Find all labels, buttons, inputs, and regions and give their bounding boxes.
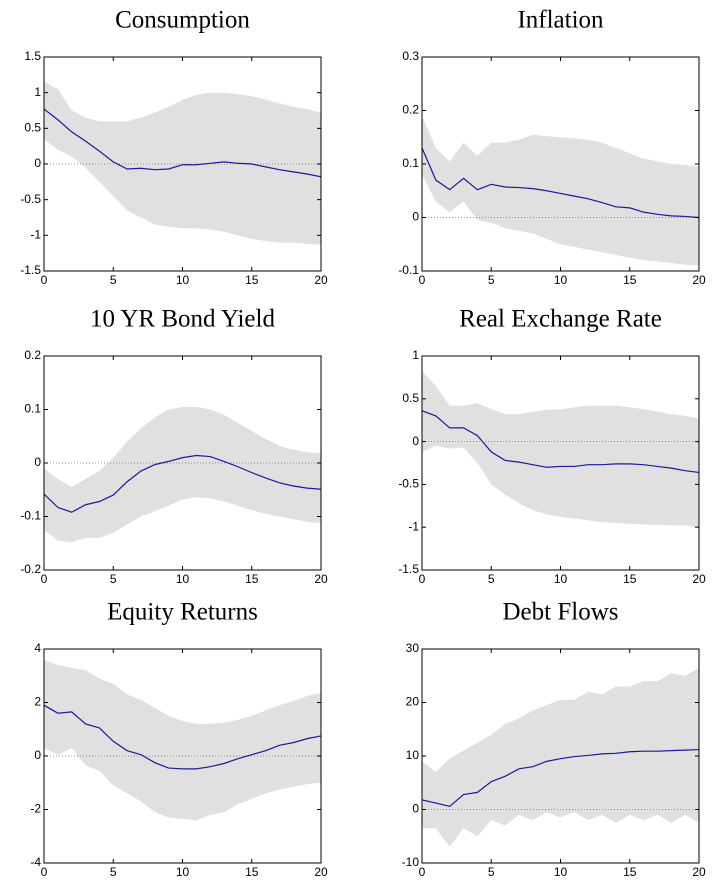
y-tick-label: 0 — [34, 748, 41, 762]
y-tick-label: -0.2 — [20, 562, 41, 576]
y-tick-label: 10 — [406, 748, 420, 762]
y-tick-label: -0.1 — [398, 263, 419, 277]
x-tick-label: 10 — [554, 572, 568, 586]
x-tick-label: 5 — [488, 865, 495, 879]
y-tick-label: -2 — [30, 802, 41, 816]
x-tick-label: 0 — [41, 273, 48, 287]
y-tick-label: 0.1 — [402, 156, 419, 170]
x-tick-label: 0 — [41, 572, 48, 586]
y-tick-label: -1 — [408, 519, 419, 533]
y-tick-label: 0.5 — [24, 121, 41, 135]
x-tick-label: 10 — [176, 865, 190, 879]
x-tick-label: 15 — [623, 865, 637, 879]
x-tick-label: 20 — [692, 273, 706, 287]
y-tick-label: -1 — [30, 228, 41, 242]
chart-title: 10 YR Bond Yield — [90, 306, 275, 333]
x-tick-label: 0 — [419, 273, 426, 287]
confidence-band — [422, 667, 699, 847]
chart-title: Inflation — [517, 7, 604, 34]
median-line — [421, 748, 700, 807]
y-tick-label: 20 — [406, 695, 420, 709]
y-tick-label: 0.1 — [24, 402, 41, 416]
y-tick-label: -1.5 — [20, 263, 41, 277]
chart-title: Consumption — [115, 7, 250, 34]
x-tick-label: 10 — [176, 572, 190, 586]
y-tick-label: 1 — [412, 348, 419, 362]
x-tick-label: 0 — [419, 865, 426, 879]
x-tick-label: 15 — [245, 572, 259, 586]
confidence-band — [44, 81, 321, 245]
x-tick-label: 5 — [488, 572, 495, 586]
x-tick-label: 5 — [110, 273, 117, 287]
x-tick-label: 15 — [623, 273, 637, 287]
x-tick-label: 5 — [488, 273, 495, 287]
x-tick-label: 20 — [314, 572, 328, 586]
y-tick-label: 2 — [34, 695, 41, 709]
y-tick-label: 0 — [412, 802, 419, 816]
x-tick-label: 10 — [554, 273, 568, 287]
x-tick-label: 5 — [110, 572, 117, 586]
confidence-band — [422, 371, 699, 528]
chart-title: Debt Flows — [503, 599, 619, 626]
y-tick-label: 0 — [34, 156, 41, 170]
median-line — [43, 704, 322, 770]
x-tick-label: 15 — [245, 273, 259, 287]
confidence-band — [44, 659, 321, 821]
y-tick-label: 4 — [34, 641, 41, 655]
y-tick-label: 0.2 — [24, 348, 41, 362]
y-tick-label: 0.3 — [402, 49, 419, 63]
y-tick-label: 1.5 — [24, 49, 41, 63]
x-tick-label: 0 — [419, 572, 426, 586]
y-tick-label: 30 — [406, 641, 420, 655]
y-tick-label: -0.5 — [398, 477, 419, 491]
confidence-band — [44, 406, 321, 543]
y-tick-label: -10 — [402, 855, 420, 869]
y-tick-label: -0.5 — [20, 192, 41, 206]
y-tick-label: 0.2 — [402, 103, 419, 117]
x-tick-label: 20 — [314, 865, 328, 879]
median-line — [43, 454, 322, 513]
y-tick-label: -0.1 — [20, 509, 41, 523]
chart-title: Real Exchange Rate — [459, 306, 662, 333]
confidence-band — [422, 115, 699, 266]
y-tick-label: 1 — [34, 85, 41, 99]
y-tick-label: 0 — [412, 434, 419, 448]
x-tick-label: 15 — [623, 572, 637, 586]
y-tick-label: -1.5 — [398, 562, 419, 576]
median-line — [43, 108, 322, 178]
y-tick-label: 0.5 — [402, 391, 419, 405]
x-tick-label: 20 — [692, 572, 706, 586]
median-line — [421, 410, 700, 474]
x-tick-label: 15 — [245, 865, 259, 879]
chart-title: Equity Returns — [107, 599, 258, 626]
x-tick-label: 0 — [41, 865, 48, 879]
x-tick-label: 5 — [110, 865, 117, 879]
x-tick-label: 10 — [176, 273, 190, 287]
x-tick-label: 20 — [692, 865, 706, 879]
y-tick-label: 0 — [412, 210, 419, 224]
y-tick-label: 0 — [34, 455, 41, 469]
y-tick-label: -4 — [30, 855, 41, 869]
median-line — [421, 147, 700, 219]
x-tick-label: 20 — [314, 273, 328, 287]
x-tick-label: 10 — [554, 865, 568, 879]
